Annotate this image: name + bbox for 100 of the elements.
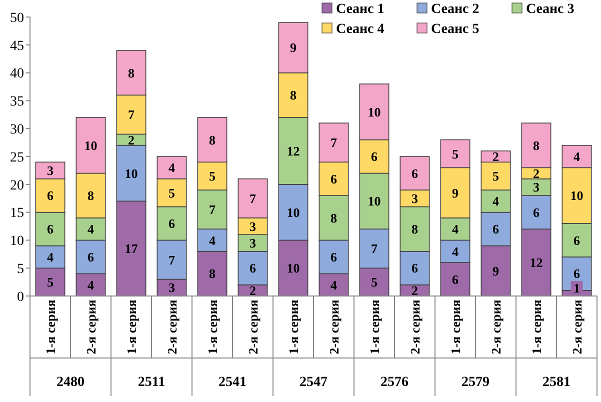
data-label: 7 bbox=[250, 190, 256, 206]
x-tick-label: 2-я серия bbox=[164, 300, 180, 354]
data-label: 5 bbox=[492, 168, 500, 184]
data-label: 6 bbox=[168, 216, 176, 232]
data-label: 10 bbox=[286, 204, 300, 220]
data-label: 4 bbox=[574, 149, 580, 164]
data-label: 10 bbox=[570, 188, 584, 204]
data-label: 6 bbox=[492, 222, 500, 237]
data-label: 10 bbox=[84, 138, 98, 153]
x-tick-label: 2-я серия bbox=[569, 300, 584, 354]
x-tick-label: 1-я серия bbox=[124, 300, 139, 354]
data-label: 17 bbox=[124, 241, 138, 256]
data-label: 3 bbox=[250, 236, 256, 251]
y-tick-label: 5 bbox=[17, 262, 24, 277]
text: 2581 bbox=[542, 374, 570, 390]
x-tick-label: 1-я серия bbox=[366, 300, 382, 354]
data-label: 2 bbox=[533, 166, 540, 181]
text: 2576 bbox=[380, 374, 408, 390]
data-label: 12 bbox=[530, 255, 543, 270]
data-label: 8 bbox=[209, 132, 216, 148]
data-label: 8 bbox=[290, 88, 297, 103]
y-tick-label: 35 bbox=[10, 94, 24, 110]
data-label: 5 bbox=[371, 274, 378, 290]
data-label: 6 bbox=[330, 171, 338, 186]
legend-label: Сеанс 1 bbox=[336, 2, 384, 17]
x-tick-label: 1-я серия bbox=[528, 300, 544, 354]
y-tick-label: 50 bbox=[10, 10, 24, 26]
data-label: 4 bbox=[88, 222, 94, 237]
data-label: 8 bbox=[209, 266, 216, 282]
legend-label: Сеанс 3 bbox=[526, 2, 574, 17]
data-label: 4 bbox=[209, 232, 216, 248]
data-label: 3 bbox=[412, 190, 418, 206]
data-label: 7 bbox=[330, 135, 338, 150]
data-label: 7 bbox=[371, 241, 378, 256]
data-label: 2 bbox=[412, 282, 418, 298]
data-label: 6 bbox=[88, 249, 94, 264]
legend-label: Сеанс 4 bbox=[336, 22, 384, 37]
data-label: 12 bbox=[286, 143, 300, 158]
x-tick-label: 2-я серия bbox=[488, 300, 504, 354]
data-label: 2 bbox=[250, 282, 256, 298]
data-label: 10 bbox=[124, 166, 138, 181]
legend-label: Сеанс 2 bbox=[431, 2, 480, 17]
data-label: 10 bbox=[368, 194, 381, 209]
data-label: 8 bbox=[412, 222, 418, 237]
x-tick-label: 2-я серия bbox=[407, 300, 422, 354]
data-label: 6 bbox=[250, 260, 256, 276]
data-label: 6 bbox=[574, 232, 580, 248]
y-tick-label: 20 bbox=[10, 178, 24, 194]
data-label: 2 bbox=[128, 132, 134, 148]
text: 2541 bbox=[218, 374, 246, 390]
data-label: 3 bbox=[533, 180, 540, 195]
y-tick-label: 30 bbox=[10, 122, 24, 138]
data-label: 7 bbox=[209, 202, 216, 218]
data-label: 3 bbox=[47, 163, 54, 178]
data-label: 3 bbox=[250, 218, 256, 234]
data-label: 6 bbox=[371, 149, 378, 164]
data-label: 1 bbox=[574, 280, 580, 296]
data-label: 8 bbox=[533, 138, 540, 153]
data-label: 4 bbox=[452, 244, 459, 259]
data-label: 4 bbox=[47, 249, 54, 264]
data-label: 3 bbox=[168, 280, 176, 296]
text: 2579 bbox=[462, 374, 490, 390]
data-label: 6 bbox=[412, 260, 418, 276]
data-label: 10 bbox=[368, 104, 381, 120]
text: 2480 bbox=[56, 374, 84, 390]
data-label: 9 bbox=[492, 263, 500, 278]
data-label: 7 bbox=[168, 252, 176, 268]
data-label: 4 bbox=[88, 277, 94, 292]
data-label: 8 bbox=[330, 210, 338, 226]
text: 2547 bbox=[300, 374, 328, 390]
data-label: 5 bbox=[452, 146, 459, 162]
x-tick-label: 1-я серия bbox=[286, 300, 301, 354]
legend-label: Сеанс 5 bbox=[431, 22, 480, 37]
text: 2511 bbox=[138, 374, 166, 390]
data-label: 2 bbox=[492, 149, 499, 164]
data-label: 9 bbox=[452, 185, 459, 200]
data-label: 8 bbox=[128, 65, 135, 80]
x-tick-label: 2-я серия bbox=[326, 300, 342, 354]
x-tick-label: 1-я серия bbox=[204, 300, 220, 354]
data-label: 5 bbox=[168, 185, 176, 200]
data-label: 5 bbox=[47, 274, 54, 290]
x-tick-label: 2-я серия bbox=[83, 300, 98, 354]
data-label: 4 bbox=[168, 160, 176, 176]
y-tick-label: 10 bbox=[10, 234, 24, 250]
data-label: 6 bbox=[47, 188, 54, 204]
data-label: 6 bbox=[533, 204, 540, 220]
data-label: 9 bbox=[290, 40, 297, 56]
data-label: 6 bbox=[452, 272, 459, 287]
data-label: 10 bbox=[286, 260, 300, 276]
data-label: 4 bbox=[330, 277, 338, 292]
x-tick-label: 1-я серия bbox=[448, 300, 463, 354]
y-tick-label: 15 bbox=[10, 206, 24, 222]
data-label: 6 bbox=[412, 166, 418, 181]
data-label: 7 bbox=[128, 107, 135, 122]
data-label: 6 bbox=[330, 249, 338, 264]
data-label: 6 bbox=[574, 266, 580, 282]
y-tick-label: 40 bbox=[10, 66, 24, 82]
data-label: 4 bbox=[452, 222, 459, 237]
data-label: 6 bbox=[47, 222, 54, 237]
y-tick-label: 45 bbox=[10, 38, 24, 54]
